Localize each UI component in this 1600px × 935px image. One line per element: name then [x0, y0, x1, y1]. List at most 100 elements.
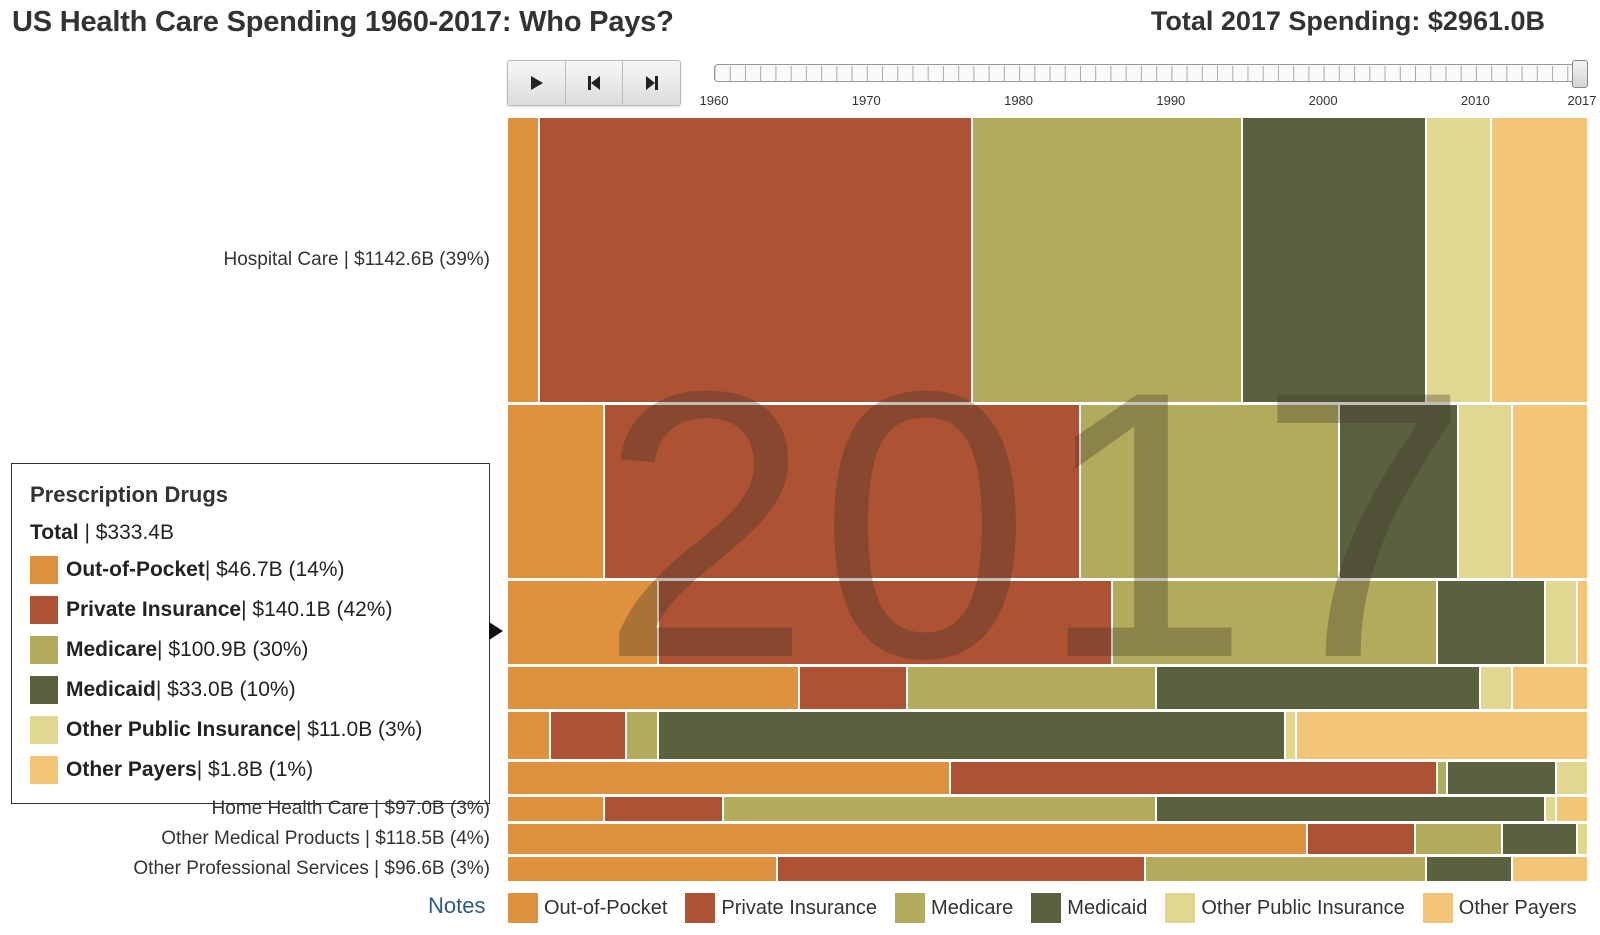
category-row[interactable] — [508, 581, 1589, 665]
payer-segment[interactable] — [508, 405, 606, 579]
payer-segment[interactable] — [799, 667, 908, 709]
payer-segment[interactable] — [508, 856, 779, 881]
payer-segment[interactable] — [972, 118, 1244, 403]
play-icon — [531, 76, 544, 90]
category-row[interactable] — [508, 797, 1589, 822]
payer-segment[interactable] — [1556, 797, 1589, 822]
legend: Out-of-Pocket Private Insurance Medicare Me… — [508, 893, 1595, 923]
payer-segment[interactable] — [1513, 856, 1589, 881]
payer-segment[interactable] — [1578, 581, 1589, 665]
notes-link[interactable]: Notes — [428, 893, 486, 918]
payer-segment[interactable] — [605, 797, 725, 822]
tooltip-row: Out-of-Pocket | $46.7B (14%) — [30, 556, 471, 584]
tooltip-row: Medicaid | $33.0B (10%) — [30, 676, 471, 704]
payer-segment[interactable] — [1156, 797, 1546, 822]
payer-segment[interactable] — [1426, 856, 1514, 881]
category-row[interactable] — [508, 711, 1589, 760]
play-button[interactable] — [508, 61, 566, 105]
payer-segment[interactable] — [1578, 824, 1589, 854]
legend-item: Medicare — [895, 893, 1013, 923]
tooltip-row: Other Public Insurance | $11.0B (3%) — [30, 716, 471, 744]
payer-segment[interactable] — [1480, 667, 1514, 709]
payer-segment[interactable] — [1080, 405, 1341, 579]
category-row[interactable] — [508, 762, 1589, 795]
payer-segment[interactable] — [951, 762, 1438, 795]
payer-segment[interactable] — [1502, 824, 1579, 854]
year-slider[interactable] — [714, 60, 1588, 88]
slider-handle[interactable] — [1572, 60, 1588, 88]
payer-segment[interactable] — [1297, 711, 1589, 760]
legend-item: Private Insurance — [685, 893, 877, 923]
payer-segment[interactable] — [1513, 405, 1589, 579]
payer-segment[interactable] — [1426, 118, 1492, 403]
payer-segment[interactable] — [1545, 797, 1557, 822]
payer-segment[interactable] — [1545, 581, 1579, 665]
tooltip-pointer-icon — [489, 622, 503, 640]
legend-label: Medicare — [931, 896, 1014, 919]
payer-segment[interactable] — [1243, 118, 1427, 403]
category-row[interactable] — [508, 856, 1589, 881]
tooltip-row: Other Payers | $1.8B (1%) — [30, 756, 471, 784]
payer-segment[interactable] — [1437, 762, 1449, 795]
payer-value: | $33.0B (10%) — [155, 678, 296, 701]
category-label: Hospital Care | $1142.6B (39%) — [223, 249, 490, 271]
category-row[interactable] — [508, 118, 1589, 403]
treemap-chart — [508, 118, 1589, 881]
legend-swatch — [1031, 893, 1062, 923]
legend-swatch — [508, 893, 538, 923]
payer-segment[interactable] — [778, 856, 1146, 881]
payer-segment[interactable] — [1556, 762, 1589, 795]
step-forward-button[interactable] — [623, 61, 680, 105]
year-tick-label: 1970 — [851, 93, 881, 108]
slider-ticks — [715, 66, 1583, 81]
step-back-button[interactable] — [566, 61, 624, 105]
tooltip-total-label: Total — [30, 521, 79, 544]
payer-segment[interactable] — [1145, 856, 1427, 881]
payer-segment[interactable] — [1437, 581, 1546, 665]
payer-segment[interactable] — [508, 118, 541, 403]
payer-segment[interactable] — [1340, 405, 1460, 579]
payer-value: | $140.1B (42%) — [241, 598, 393, 621]
payer-segment[interactable] — [605, 405, 1081, 579]
payer-segment[interactable] — [724, 797, 1157, 822]
legend-swatch — [1422, 893, 1453, 923]
year-tick-label: 2017 — [1567, 93, 1597, 108]
category-row[interactable] — [508, 667, 1589, 709]
category-label: Home Health Care | $97.0B (3%) — [211, 798, 490, 820]
payer-value: | $100.9B (30%) — [157, 638, 309, 661]
payer-segment[interactable] — [508, 762, 952, 795]
payer-segment[interactable] — [907, 667, 1157, 709]
payer-segment[interactable] — [508, 797, 606, 822]
payer-segment[interactable] — [659, 581, 1114, 665]
category-row[interactable] — [508, 405, 1589, 579]
payer-segment[interactable] — [1513, 667, 1589, 709]
category-label: Other Professional Services | $96.6B (3%… — [133, 857, 490, 879]
legend-swatch — [685, 893, 716, 923]
category-row[interactable] — [508, 824, 1589, 854]
payer-segment[interactable] — [1416, 824, 1503, 854]
payer-segment[interactable] — [540, 118, 973, 403]
payer-segment[interactable] — [1448, 762, 1557, 795]
payer-segment[interactable] — [508, 667, 800, 709]
payer-segment[interactable] — [551, 711, 627, 760]
legend-label: Other Payers — [1458, 896, 1577, 919]
year-tick-label: 1960 — [699, 93, 729, 108]
payer-name: Medicaid — [66, 678, 156, 701]
payer-segment[interactable] — [1307, 824, 1417, 854]
payer-segment[interactable] — [626, 711, 660, 760]
payer-segment[interactable] — [1286, 711, 1298, 760]
payer-value: | $1.8B (1%) — [196, 758, 314, 781]
legend-swatch — [1165, 893, 1196, 923]
payer-segment[interactable] — [659, 711, 1287, 760]
payer-segment[interactable] — [1156, 667, 1481, 709]
payer-segment[interactable] — [1459, 405, 1514, 579]
year-tick-label: 2000 — [1308, 93, 1338, 108]
payer-segment[interactable] — [508, 581, 660, 665]
tooltip-row: Private Insurance | $140.1B (42%) — [30, 596, 471, 624]
payer-segment[interactable] — [508, 711, 552, 760]
legend-label: Medicaid — [1067, 896, 1148, 919]
payer-segment[interactable] — [1491, 118, 1589, 403]
slider-track[interactable] — [714, 64, 1584, 82]
payer-segment[interactable] — [508, 824, 1308, 854]
payer-segment[interactable] — [1113, 581, 1438, 665]
